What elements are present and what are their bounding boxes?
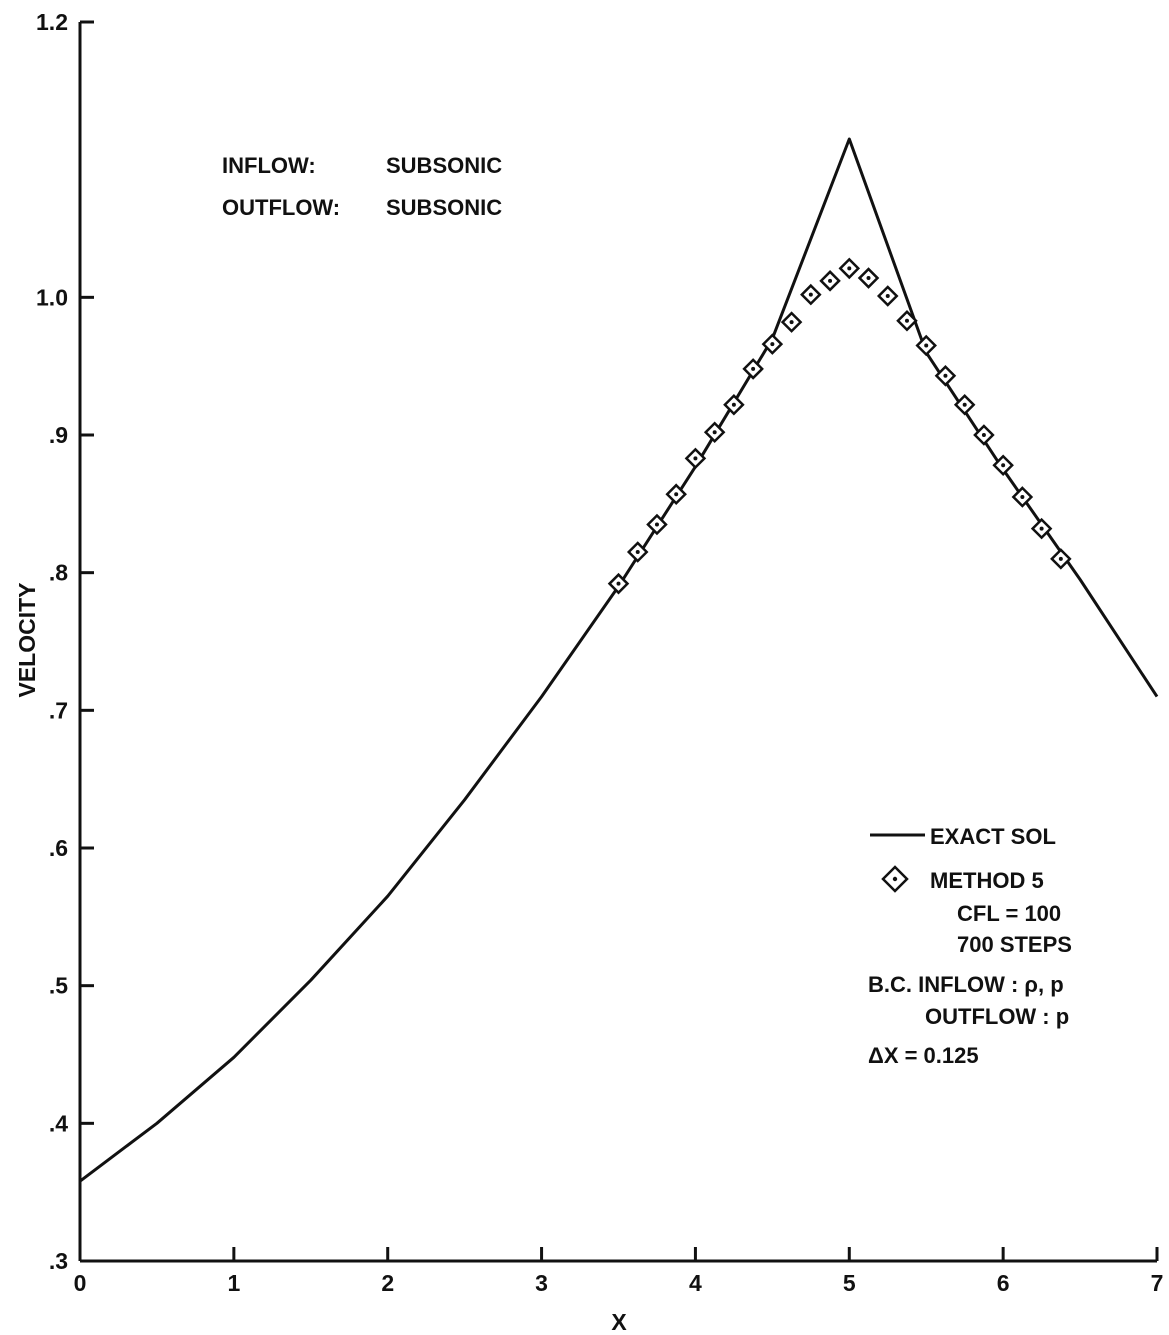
method5-point — [896, 309, 918, 332]
y-tick-label: .9 — [49, 422, 68, 448]
legend-diamond-marker — [881, 865, 909, 893]
method5-point — [876, 285, 899, 307]
y-axis-title: VELOCITY — [14, 582, 40, 697]
legend-bc-outflow: OUTFLOW : p — [925, 1004, 1069, 1029]
method5-point — [607, 572, 630, 595]
legend-exact-label: EXACT SOL — [930, 824, 1056, 849]
y-tick-label: 1.2 — [36, 9, 68, 35]
y-tick-label: .5 — [49, 973, 68, 999]
method5-point — [1050, 548, 1072, 570]
y-tick-label: .4 — [49, 1110, 68, 1136]
method5-point — [703, 421, 726, 444]
method5-point — [1011, 486, 1034, 508]
inflow-value: SUBSONIC — [386, 153, 502, 178]
flow-annotation: INFLOW: SUBSONIC OUTFLOW: SUBSONIC — [222, 153, 502, 220]
legend-dx: ΔX = 0.125 — [868, 1043, 979, 1068]
inflow-label: INFLOW: — [222, 153, 316, 178]
legend: EXACT SOL METHOD 5 CFL = 100 700 STEPS B… — [868, 824, 1072, 1068]
method5-point — [973, 424, 995, 446]
method5-point — [665, 483, 687, 505]
method5-point — [646, 513, 668, 536]
method5-point — [934, 365, 957, 387]
method5-point — [780, 311, 803, 333]
y-tick-label: .7 — [49, 697, 68, 723]
method5-point — [953, 393, 976, 416]
method5-point — [761, 333, 784, 355]
legend-method-label: METHOD 5 — [930, 868, 1044, 893]
outflow-value: SUBSONIC — [386, 195, 502, 220]
x-tick-label: 4 — [689, 1270, 702, 1296]
y-tick-label: 1.0 — [36, 284, 68, 310]
x-tick-label: 3 — [535, 1270, 548, 1296]
method5-point — [742, 358, 764, 380]
series — [79, 137, 1159, 1183]
x-tick-label: 5 — [843, 1270, 856, 1296]
method5-point — [992, 454, 1014, 477]
method5-point — [1030, 517, 1053, 540]
method5-point — [819, 270, 841, 292]
y-tick-label: .6 — [49, 835, 68, 861]
y-tick-label: .3 — [49, 1248, 68, 1274]
method5-point — [626, 541, 649, 563]
axes — [78, 22, 1157, 1263]
x-tick-label: 0 — [74, 1270, 87, 1296]
outflow-label: OUTFLOW: — [222, 195, 340, 220]
x-axis-title: X — [611, 1309, 627, 1335]
method5-point — [915, 334, 937, 357]
x-tick-label: 7 — [1151, 1270, 1164, 1296]
method5-point — [838, 257, 861, 280]
method5-point — [723, 393, 745, 416]
x-tick-label: 2 — [381, 1270, 394, 1296]
method5-point — [684, 447, 707, 470]
legend-cfl: CFL = 100 — [957, 901, 1061, 926]
method5-point — [857, 267, 880, 289]
legend-bc-inflow: B.C. INFLOW : ρ, p — [868, 972, 1064, 997]
x-tick-label: 6 — [997, 1270, 1010, 1296]
method5-point — [800, 283, 822, 306]
legend-steps: 700 STEPS — [957, 932, 1072, 957]
x-tick-label: 1 — [227, 1270, 240, 1296]
y-tick-label: .8 — [49, 560, 68, 586]
ticks: 0 1 2 3 4 5 6 7 .3 .4 .5 .6 .7 .8 .9 1.0 1.2 — [36, 9, 1163, 1296]
